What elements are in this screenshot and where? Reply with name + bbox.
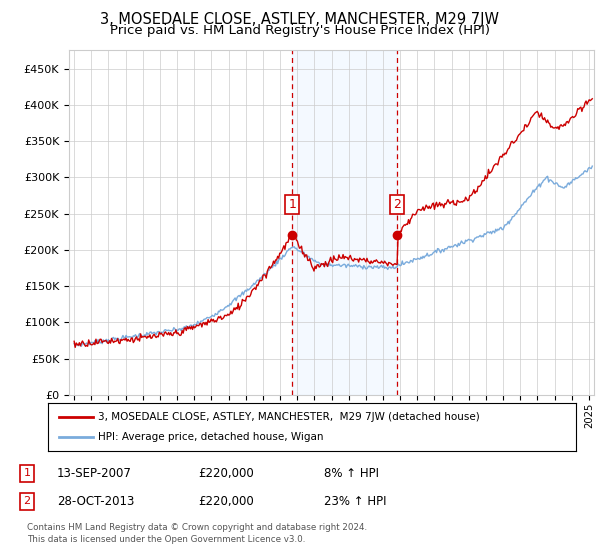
Text: 3, MOSEDALE CLOSE, ASTLEY, MANCHESTER,  M29 7JW (detached house): 3, MOSEDALE CLOSE, ASTLEY, MANCHESTER, M… bbox=[98, 412, 480, 422]
Text: 2: 2 bbox=[23, 496, 31, 506]
Text: 8% ↑ HPI: 8% ↑ HPI bbox=[324, 466, 379, 480]
Text: £220,000: £220,000 bbox=[198, 494, 254, 508]
Text: Contains HM Land Registry data © Crown copyright and database right 2024.
This d: Contains HM Land Registry data © Crown c… bbox=[27, 523, 367, 544]
Bar bbox=[292, 50, 397, 395]
Text: £220,000: £220,000 bbox=[198, 466, 254, 480]
Text: 2: 2 bbox=[393, 198, 401, 211]
Text: 1: 1 bbox=[23, 468, 31, 478]
Text: Price paid vs. HM Land Registry's House Price Index (HPI): Price paid vs. HM Land Registry's House … bbox=[110, 24, 490, 36]
Text: 3, MOSEDALE CLOSE, ASTLEY, MANCHESTER, M29 7JW: 3, MOSEDALE CLOSE, ASTLEY, MANCHESTER, M… bbox=[101, 12, 499, 27]
Text: 1: 1 bbox=[289, 198, 296, 211]
Text: HPI: Average price, detached house, Wigan: HPI: Average price, detached house, Wiga… bbox=[98, 432, 323, 442]
Text: 13-SEP-2007: 13-SEP-2007 bbox=[57, 466, 132, 480]
Text: 28-OCT-2013: 28-OCT-2013 bbox=[57, 494, 134, 508]
Text: 23% ↑ HPI: 23% ↑ HPI bbox=[324, 494, 386, 508]
